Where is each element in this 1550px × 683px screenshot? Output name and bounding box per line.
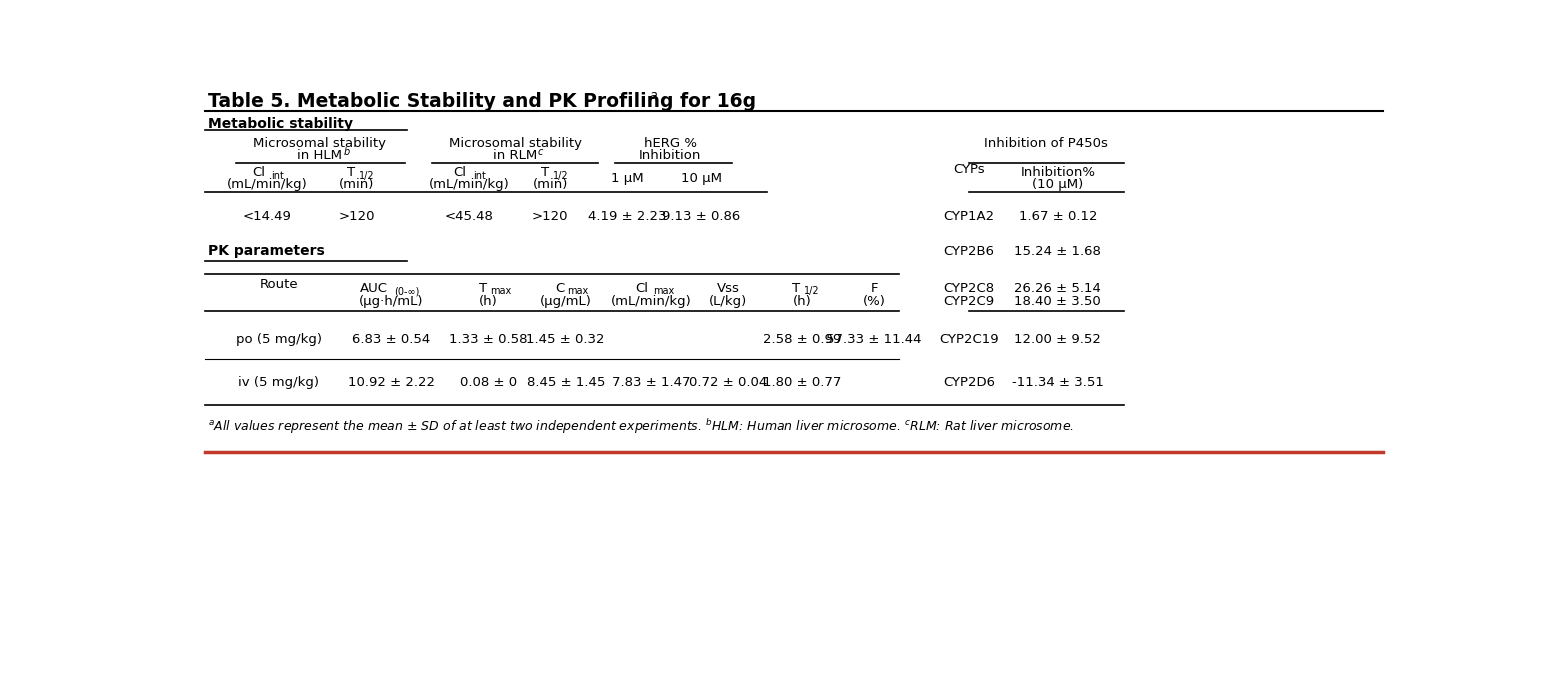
Text: a: a	[649, 89, 657, 102]
Text: in RLM: in RLM	[493, 150, 538, 163]
Text: T: T	[479, 282, 487, 295]
Text: 26.26 ± 5.14: 26.26 ± 5.14	[1014, 282, 1102, 295]
Text: 1.67 ± 0.12: 1.67 ± 0.12	[1018, 210, 1097, 223]
Text: Inhibition of P450s: Inhibition of P450s	[984, 137, 1108, 150]
Text: (min): (min)	[533, 178, 567, 191]
Text: in HLM: in HLM	[296, 150, 343, 163]
Text: T: T	[541, 167, 549, 180]
Text: 0.08 ± 0: 0.08 ± 0	[460, 376, 516, 389]
Text: (mL/min/kg): (mL/min/kg)	[611, 295, 691, 308]
Text: CYP2D6: CYP2D6	[942, 376, 995, 389]
Text: (0-∞): (0-∞)	[394, 286, 418, 296]
Text: 15.24 ± 1.68: 15.24 ± 1.68	[1014, 245, 1102, 258]
Text: CYPs: CYPs	[953, 163, 984, 176]
Text: (mL/min/kg): (mL/min/kg)	[428, 178, 510, 191]
Text: 1/2: 1/2	[804, 286, 820, 296]
Text: int: int	[271, 171, 284, 181]
Text: (L/kg): (L/kg)	[710, 295, 747, 308]
Text: PK parameters: PK parameters	[208, 245, 324, 258]
Text: (%): (%)	[863, 295, 885, 308]
Text: max: max	[490, 286, 512, 296]
Text: 18.40 ± 3.50: 18.40 ± 3.50	[1015, 295, 1100, 308]
Text: hERG %: hERG %	[643, 137, 698, 150]
Text: 1/2: 1/2	[553, 171, 569, 181]
Text: 2.58 ± 0.99: 2.58 ± 0.99	[763, 333, 842, 346]
Text: Route: Route	[260, 278, 298, 291]
Text: 0.72 ± 0.04: 0.72 ± 0.04	[690, 376, 767, 389]
Text: CYP2C9: CYP2C9	[944, 295, 994, 308]
Text: 1.45 ± 0.32: 1.45 ± 0.32	[527, 333, 604, 346]
Text: (mL/min/kg): (mL/min/kg)	[226, 178, 308, 191]
Text: Vss: Vss	[718, 282, 739, 295]
Text: po (5 mg/kg): po (5 mg/kg)	[236, 333, 322, 346]
Text: c: c	[538, 147, 542, 157]
Text: (min): (min)	[339, 178, 374, 191]
Text: Microsomal stability: Microsomal stability	[253, 137, 386, 150]
Text: 4.19 ± 2.23: 4.19 ± 2.23	[589, 210, 666, 223]
Text: -11.34 ± 3.51: -11.34 ± 3.51	[1012, 376, 1104, 389]
Text: CYP1A2: CYP1A2	[944, 210, 994, 223]
Text: max: max	[567, 286, 589, 296]
Text: CYP2C8: CYP2C8	[944, 282, 994, 295]
Text: Inhibition%: Inhibition%	[1020, 167, 1096, 180]
Text: 8.45 ± 1.45: 8.45 ± 1.45	[527, 376, 604, 389]
Text: T: T	[792, 282, 801, 295]
Text: (μg·h/mL): (μg·h/mL)	[360, 295, 423, 308]
Text: Table 5. Metabolic Stability and PK Profiling for 16g: Table 5. Metabolic Stability and PK Prof…	[208, 92, 756, 111]
Text: 10 μM: 10 μM	[680, 173, 722, 186]
Text: 57.33 ± 11.44: 57.33 ± 11.44	[826, 333, 922, 346]
Text: Inhibition: Inhibition	[639, 150, 702, 163]
Text: 12.00 ± 9.52: 12.00 ± 9.52	[1014, 333, 1102, 346]
Text: >120: >120	[338, 210, 375, 223]
Text: 1.33 ± 0.58: 1.33 ± 0.58	[449, 333, 527, 346]
Text: 7.83 ± 1.47: 7.83 ± 1.47	[612, 376, 690, 389]
Text: 9.13 ± 0.86: 9.13 ± 0.86	[662, 210, 741, 223]
Text: F: F	[871, 282, 877, 295]
Text: CYP2C19: CYP2C19	[939, 333, 998, 346]
Text: 1/2: 1/2	[360, 171, 375, 181]
Text: 10.92 ± 2.22: 10.92 ± 2.22	[347, 376, 436, 389]
Text: T: T	[347, 167, 355, 180]
Text: (h): (h)	[479, 295, 498, 308]
Text: CYP2B6: CYP2B6	[944, 245, 994, 258]
Text: (μg/mL): (μg/mL)	[539, 295, 592, 308]
Text: 1 μM: 1 μM	[611, 173, 645, 186]
Text: <14.49: <14.49	[243, 210, 291, 223]
Text: C: C	[555, 282, 564, 295]
Text: AUC: AUC	[360, 282, 388, 295]
Text: Cl: Cl	[253, 167, 265, 180]
Text: (h): (h)	[792, 295, 812, 308]
Text: Cl: Cl	[454, 167, 467, 180]
Text: b: b	[344, 147, 350, 157]
Text: Cl: Cl	[636, 282, 648, 295]
Text: 6.83 ± 0.54: 6.83 ± 0.54	[352, 333, 431, 346]
Text: Microsomal stability: Microsomal stability	[449, 137, 581, 150]
Text: >120: >120	[532, 210, 569, 223]
Text: int: int	[473, 171, 485, 181]
Text: max: max	[654, 286, 674, 296]
Text: (10 μM): (10 μM)	[1032, 178, 1083, 191]
Text: <45.48: <45.48	[445, 210, 493, 223]
Text: 1.80 ± 0.77: 1.80 ± 0.77	[763, 376, 842, 389]
Text: $^{a}$All values represent the mean ± SD of at least two independent experiments: $^{a}$All values represent the mean ± SD…	[208, 417, 1074, 436]
Text: Metabolic stability: Metabolic stability	[208, 117, 353, 130]
Text: iv (5 mg/kg): iv (5 mg/kg)	[239, 376, 319, 389]
